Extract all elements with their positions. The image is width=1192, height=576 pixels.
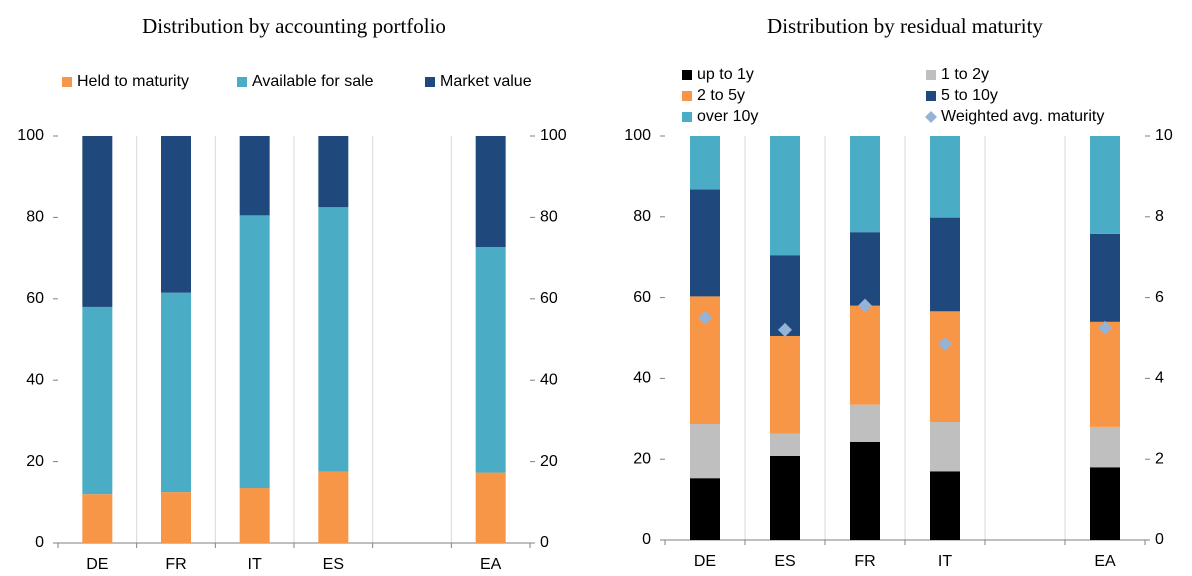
bar-segment (770, 335, 800, 434)
bar-segment (930, 311, 960, 423)
bar-segment (770, 455, 800, 540)
legend-label: Held to maturity (77, 73, 189, 90)
y-tick-label: 80 (26, 209, 44, 226)
bar-segment (82, 136, 113, 307)
legend-swatch (926, 70, 936, 80)
bar-segment (690, 136, 720, 190)
marker (778, 322, 792, 337)
y2-tick-label: 100 (540, 127, 567, 144)
bar-segment (850, 136, 880, 233)
y-tick-label: 40 (633, 370, 651, 387)
y-tick-label: 100 (624, 127, 651, 144)
chart-title: Distribution by residual maturity (767, 14, 1043, 38)
legend-label: Weighted avg. maturity (941, 108, 1104, 125)
y-tick-label: 20 (633, 450, 651, 467)
x-tick-label: IT (938, 553, 952, 570)
x-tick-label: EA (480, 556, 502, 573)
marker (858, 298, 872, 313)
x-tick-label: EA (1094, 553, 1116, 570)
bar-segment (690, 189, 720, 297)
bar-segment (318, 471, 349, 543)
y-tick-label: 20 (26, 453, 44, 470)
legend-label: up to 1y (697, 66, 754, 83)
x-tick-label: FR (165, 556, 186, 573)
y2-tick-label: 20 (540, 453, 558, 470)
y2-tick-label: 10 (1155, 127, 1173, 144)
bar-segment (82, 494, 113, 543)
bar-segment (1090, 321, 1120, 427)
bar-segment (161, 492, 191, 543)
legend-label: 2 to 5y (697, 87, 745, 104)
legend-label: 5 to 10y (941, 87, 998, 104)
y-tick-label: 0 (35, 534, 44, 551)
bar-segment (475, 247, 506, 473)
x-tick-label: DE (694, 553, 716, 570)
legend-marker (925, 111, 937, 123)
bar-segment (475, 136, 506, 248)
y-tick-label: 60 (26, 290, 44, 307)
x-tick-label: DE (86, 556, 108, 573)
bar-segment (690, 478, 720, 540)
y2-tick-label: 0 (540, 534, 549, 551)
bar-segment (930, 422, 960, 472)
y-tick-label: 80 (633, 208, 651, 225)
bar-segment (1090, 426, 1120, 468)
legend-label: Market value (440, 73, 532, 90)
bar-segment (770, 255, 800, 336)
marker (698, 310, 712, 325)
legend-swatch (926, 91, 936, 101)
bar-segment (318, 207, 349, 472)
bar-segment (239, 488, 270, 543)
y2-tick-label: 8 (1155, 208, 1164, 225)
bar-segment (770, 433, 800, 456)
y2-tick-label: 80 (540, 209, 558, 226)
legend-label: Available for sale (252, 73, 374, 90)
y-tick-label: 100 (17, 127, 44, 144)
y-tick-label: 60 (633, 289, 651, 306)
bar-segment (1090, 233, 1120, 322)
y2-tick-label: 4 (1155, 370, 1164, 387)
bar-segment (690, 424, 720, 479)
legend-swatch (237, 77, 247, 87)
bar-segment (850, 441, 880, 540)
y2-tick-label: 60 (540, 290, 558, 307)
legend-swatch (682, 91, 692, 101)
bar-segment (318, 136, 349, 208)
bar-segment (161, 136, 191, 293)
y-tick-label: 40 (26, 371, 44, 388)
bar-segment (1090, 467, 1120, 540)
legend-swatch (682, 70, 692, 80)
bar-segment (239, 136, 270, 216)
y2-tick-label: 40 (540, 371, 558, 388)
bar-segment (770, 136, 800, 256)
bar-segment (930, 136, 960, 218)
y2-tick-label: 2 (1155, 450, 1164, 467)
bar-segment (82, 306, 113, 495)
bar-segment (850, 305, 880, 405)
bar-segment (850, 404, 880, 442)
x-tick-label: IT (248, 556, 262, 573)
x-tick-label: FR (854, 553, 875, 570)
marker (938, 337, 952, 352)
bar-segment (239, 215, 270, 489)
legend-swatch (425, 77, 435, 87)
bar-segment (850, 232, 880, 306)
legend-label: over 10y (697, 108, 758, 125)
bar-segment (475, 472, 506, 543)
bar-segment (1090, 136, 1120, 234)
x-tick-label: ES (323, 556, 344, 573)
legend-label: 1 to 2y (941, 66, 989, 83)
marker (1098, 320, 1112, 335)
bar-segment (930, 471, 960, 540)
x-tick-label: ES (774, 553, 795, 570)
legend-swatch (62, 77, 72, 87)
bar-segment (161, 292, 191, 493)
legend-swatch (682, 112, 692, 122)
y2-tick-label: 6 (1155, 289, 1164, 306)
chart-title: Distribution by accounting portfolio (142, 14, 446, 38)
y2-tick-label: 0 (1155, 531, 1164, 548)
bar-segment (930, 217, 960, 312)
y-tick-label: 0 (642, 531, 651, 548)
